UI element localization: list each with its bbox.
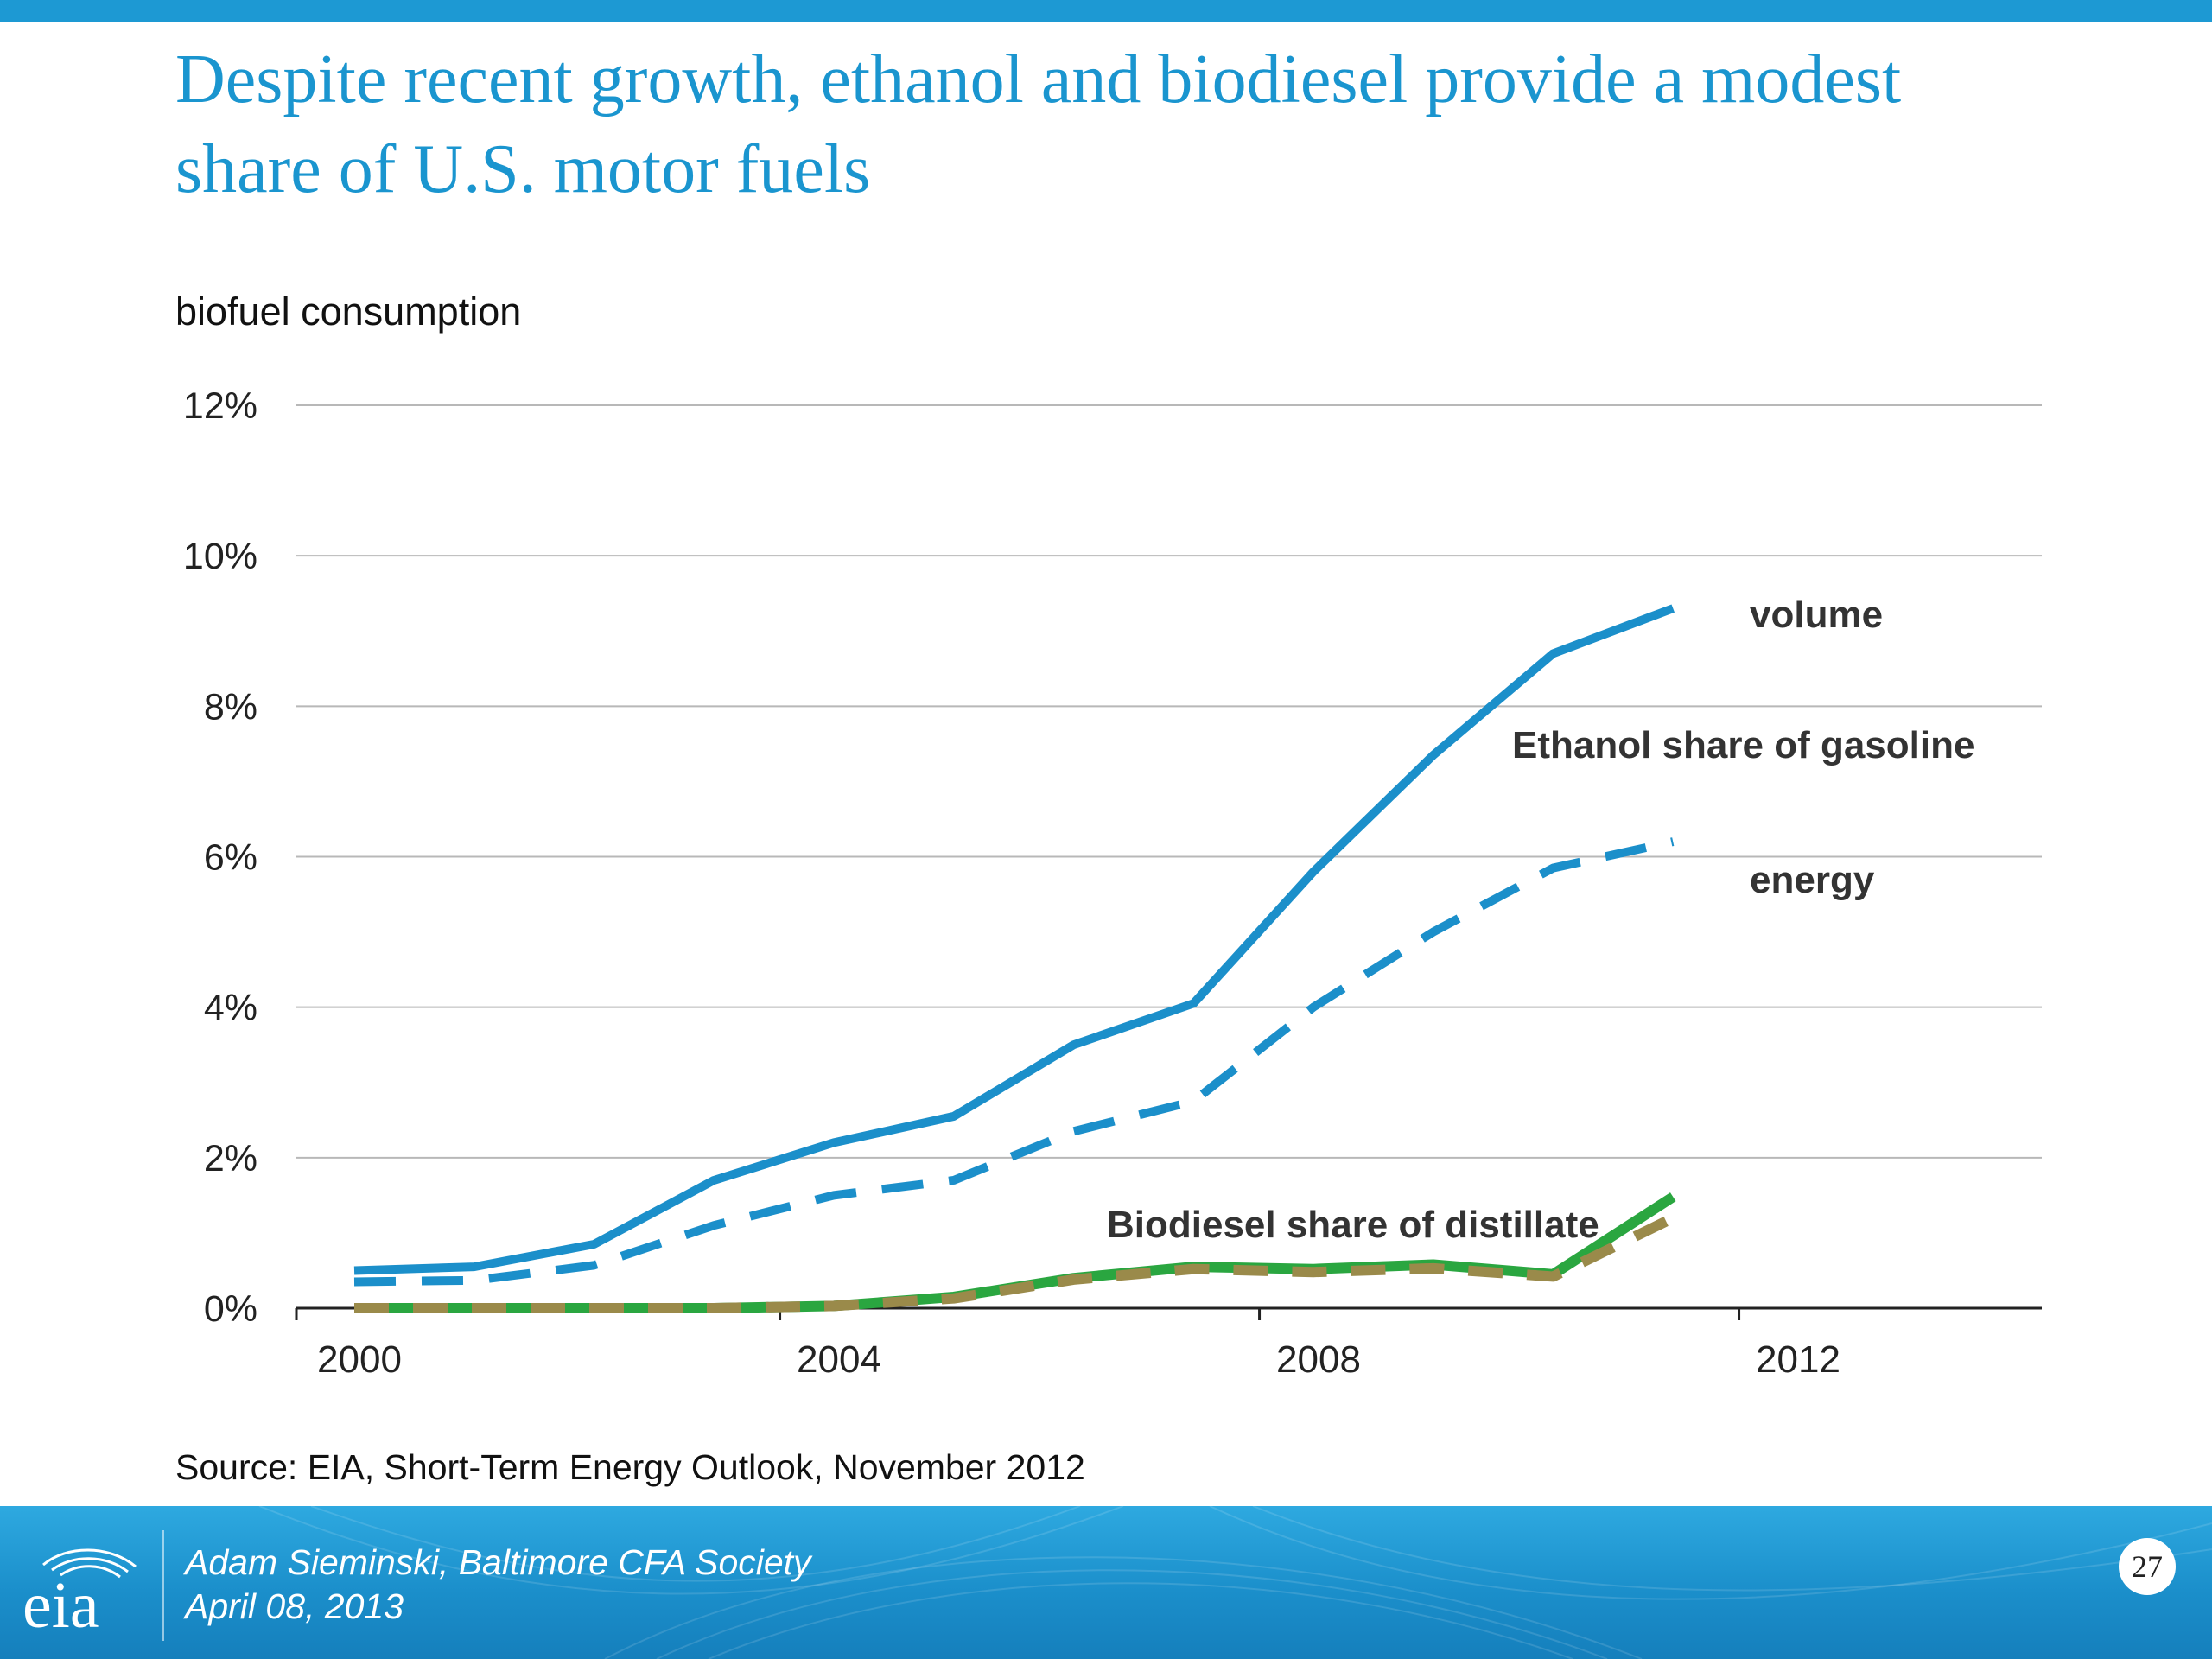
- footer-author: Adam Sieminski, Baltimore CFA Society: [185, 1542, 811, 1582]
- x-tick-label: 2000: [317, 1338, 402, 1381]
- x-tick-label: 2004: [797, 1338, 881, 1381]
- svg-text:eia: eia: [22, 1569, 99, 1636]
- x-tick-label: 2012: [1756, 1338, 1840, 1381]
- footer-divider: [162, 1530, 164, 1641]
- gridlines: [296, 404, 2042, 1159]
- top-accent-bar: [0, 0, 2212, 22]
- annotations: volume Ethanol share of gasoline energy …: [1107, 594, 1974, 1246]
- label-ethanol-share: Ethanol share of gasoline: [1512, 724, 1974, 766]
- chart-subtitle: biofuel consumption: [175, 289, 522, 334]
- x-tick-label: 2008: [1276, 1338, 1361, 1381]
- x-axis: 2000 2004 2008 2012: [295, 1306, 2042, 1381]
- label-biodiesel-share: Biodiesel share of distillate: [1107, 1204, 1599, 1246]
- label-volume: volume: [1750, 594, 1883, 636]
- footer-date: April 08, 2013: [185, 1586, 404, 1626]
- series-line-biodiesel-energy: [354, 1213, 1675, 1313]
- label-energy: energy: [1750, 859, 1875, 901]
- y-tick-label: 12%: [183, 385, 257, 427]
- eia-logo-icon: eia: [22, 1548, 137, 1636]
- y-tick-label: 2%: [204, 1138, 257, 1179]
- series-line-energy: [353, 837, 1675, 1287]
- footer-swirl-pattern: [258, 1506, 2212, 1659]
- y-tick-label: 4%: [204, 988, 257, 1029]
- y-tick-label: 10%: [183, 536, 257, 577]
- footer-band: eia Adam Sieminski, Baltimore CFA Societ…: [0, 1506, 2212, 1659]
- series-line-volume: [353, 604, 1675, 1275]
- line-chart: 0% 2% 4% 6% 8% 10% 12% 2000 2004 2008 2012 volume…: [183, 385, 2042, 1381]
- series-lines: [353, 604, 1676, 1313]
- y-tick-label: 8%: [204, 686, 257, 728]
- y-tick-label: 0%: [204, 1288, 257, 1330]
- y-axis-tick-labels: 0% 2% 4% 6% 8% 10% 12%: [183, 385, 257, 1330]
- slide-title: Despite recent growth, ethanol and biodi…: [175, 41, 1902, 207]
- page-number: 27: [2119, 1538, 2176, 1595]
- source-note: Source: EIA, Short-Term Energy Outlook, …: [175, 1447, 1085, 1487]
- y-tick-label: 6%: [204, 837, 257, 879]
